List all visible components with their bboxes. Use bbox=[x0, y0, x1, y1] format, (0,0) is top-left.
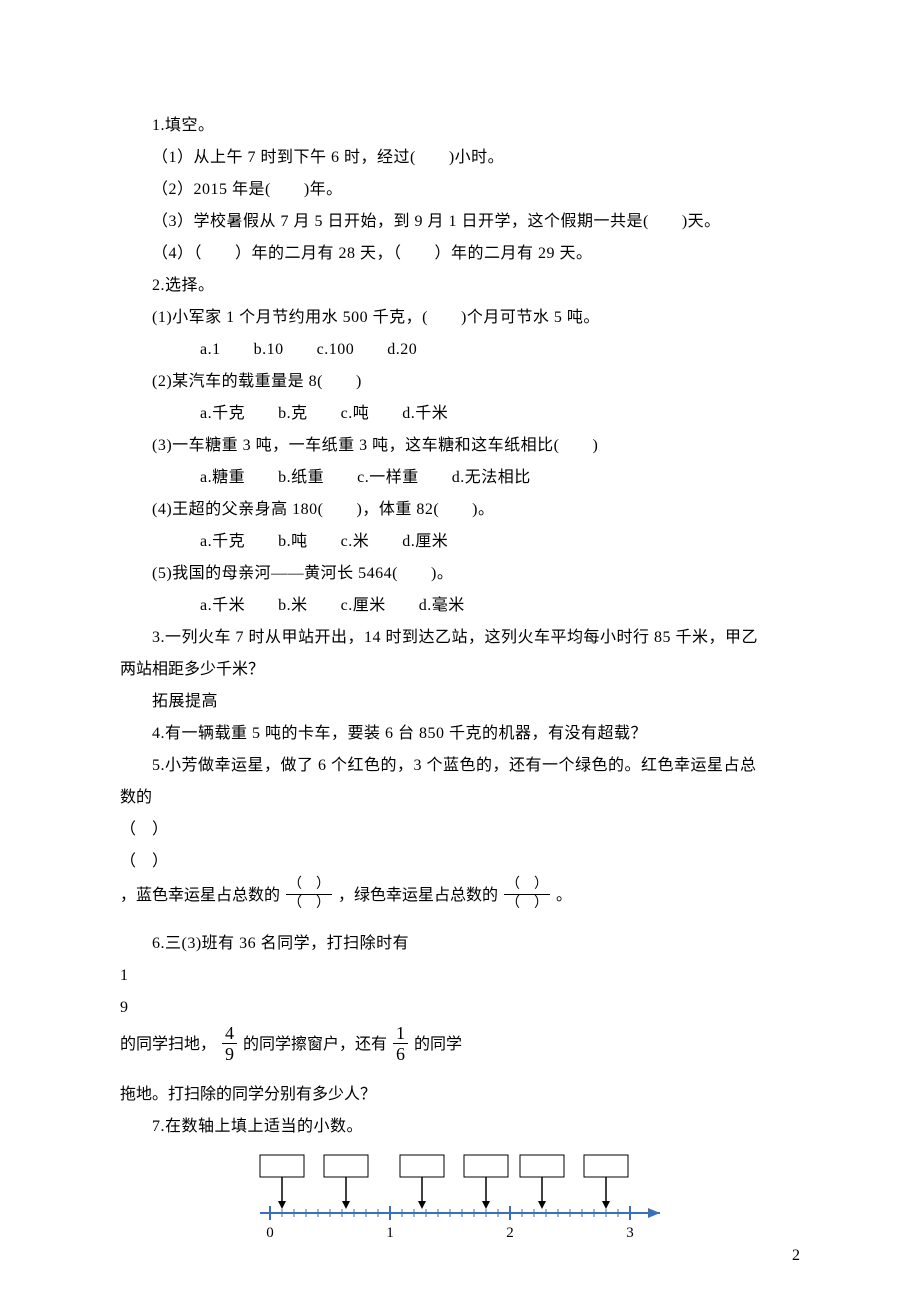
fraction-blank-3: （ ） （ ） bbox=[504, 878, 550, 911]
q6-pre: 6.三(3)班有 36 名同学，打扫除时有 bbox=[152, 935, 409, 952]
blank-top: （ ） bbox=[286, 878, 332, 895]
q1-item-1: （1）从上午 7 时到下午 6 时，经过( )小时。 bbox=[120, 142, 800, 174]
svg-text:1: 1 bbox=[386, 1225, 394, 1241]
q2-3-opts: a.糖重 b.纸重 c.一样重 d.无法相比 bbox=[120, 462, 800, 494]
frac-den: 9 bbox=[120, 992, 800, 1024]
q6-mid3: 的同学 bbox=[414, 1036, 462, 1053]
svg-text:0: 0 bbox=[266, 1225, 274, 1241]
fraction-4-9: 4 9 bbox=[222, 1024, 237, 1063]
q6-mid1: 的同学扫地， bbox=[120, 1036, 216, 1053]
q6-line1: 6.三(3)班有 36 名同学，打扫除时有 bbox=[120, 928, 800, 960]
q2-4-stem: (4)王超的父亲身高 180( )，体重 82( )。 bbox=[120, 494, 800, 526]
frac-num: 1 bbox=[120, 960, 800, 992]
q2-title: 2.选择。 bbox=[120, 270, 800, 302]
q1-title: 1.填空。 bbox=[120, 110, 800, 142]
q1-item-4: （4）（ ）年的二月有 28 天，（ ）年的二月有 29 天。 bbox=[120, 238, 800, 270]
q2-5-stem: (5)我国的母亲河——黄河长 5464( )。 bbox=[120, 558, 800, 590]
svg-text:2: 2 bbox=[506, 1225, 514, 1241]
q1-item-3: （3）学校暑假从 7 月 5 日开始，到 9 月 1 日开学，这个假期一共是( … bbox=[120, 206, 800, 238]
q2-1-opts: a.1 b.10 c.100 d.20 bbox=[120, 334, 800, 366]
ext-heading: 拓展提高 bbox=[120, 686, 800, 718]
frac-den: 9 bbox=[222, 1044, 237, 1063]
frac-num: 1 bbox=[393, 1024, 408, 1044]
fraction-blank-2: （ ） （ ） bbox=[286, 878, 332, 911]
q7: 7.在数轴上填上适当的小数。 bbox=[120, 1111, 800, 1143]
q3-line2: 两站相距多少千米？ bbox=[120, 654, 800, 686]
q5-end: 。 bbox=[556, 887, 572, 904]
q2-3-stem: (3)一车糖重 3 吨，一车纸重 3 吨，这车糖和这车纸相比( ) bbox=[120, 430, 800, 462]
frac-num: 4 bbox=[222, 1024, 237, 1044]
blank-top: （ ） bbox=[120, 814, 800, 846]
blank-bot: （ ） bbox=[286, 895, 332, 911]
q3-line1: 3.一列火车 7 时从甲站开出，14 时到达乙站，这列火车平均每小时行 85 千… bbox=[120, 622, 800, 654]
blank-bot: （ ） bbox=[504, 895, 550, 911]
q6-mid2: 的同学擦窗户，还有 bbox=[243, 1036, 387, 1053]
q5-line1: 5.小芳做幸运星，做了 6 个红色的，3 个蓝色的，还有一个绿色的。红色幸运星占… bbox=[120, 750, 800, 782]
q5-pre: 数的 bbox=[120, 789, 152, 806]
q2-5-opts: a.千米 b.米 c.厘米 d.毫米 bbox=[120, 590, 800, 622]
q5-mid1: ，蓝色幸运星占总数的 bbox=[120, 887, 280, 904]
number-line-svg: 0 1 2 3 bbox=[240, 1151, 680, 1246]
q2-2-opts: a.千克 b.克 c.吨 d.千米 bbox=[120, 398, 800, 430]
q4: 4.有一辆载重 5 吨的卡车，要装 6 台 850 千克的机器，有没有超载？ bbox=[120, 718, 800, 750]
q6-line2: 拖地。打扫除的同学分别有多少人？ bbox=[120, 1079, 800, 1111]
frac-den: 6 bbox=[393, 1044, 408, 1063]
blank-top: （ ） bbox=[504, 878, 550, 895]
number-line-figure: 0 1 2 3 bbox=[240, 1151, 680, 1246]
q5-line2: 数的 bbox=[120, 782, 800, 814]
q2-4-opts: a.千克 b.吨 c.米 d.厘米 bbox=[120, 526, 800, 558]
q5-mid2: ，绿色幸运星占总数的 bbox=[338, 887, 498, 904]
page-number: 2 bbox=[792, 1240, 800, 1272]
q2-2-stem: (2)某汽车的载重量是 8( ) bbox=[120, 366, 800, 398]
q1-item-2: （2）2015 年是( )年。 bbox=[120, 174, 800, 206]
blank-bot: （ ） bbox=[120, 846, 800, 878]
svg-text:3: 3 bbox=[626, 1225, 634, 1241]
q2-1-stem: (1)小军家 1 个月节约用水 500 千克，( )个月可节水 5 吨。 bbox=[120, 302, 800, 334]
fraction-1-6: 1 6 bbox=[393, 1024, 408, 1063]
